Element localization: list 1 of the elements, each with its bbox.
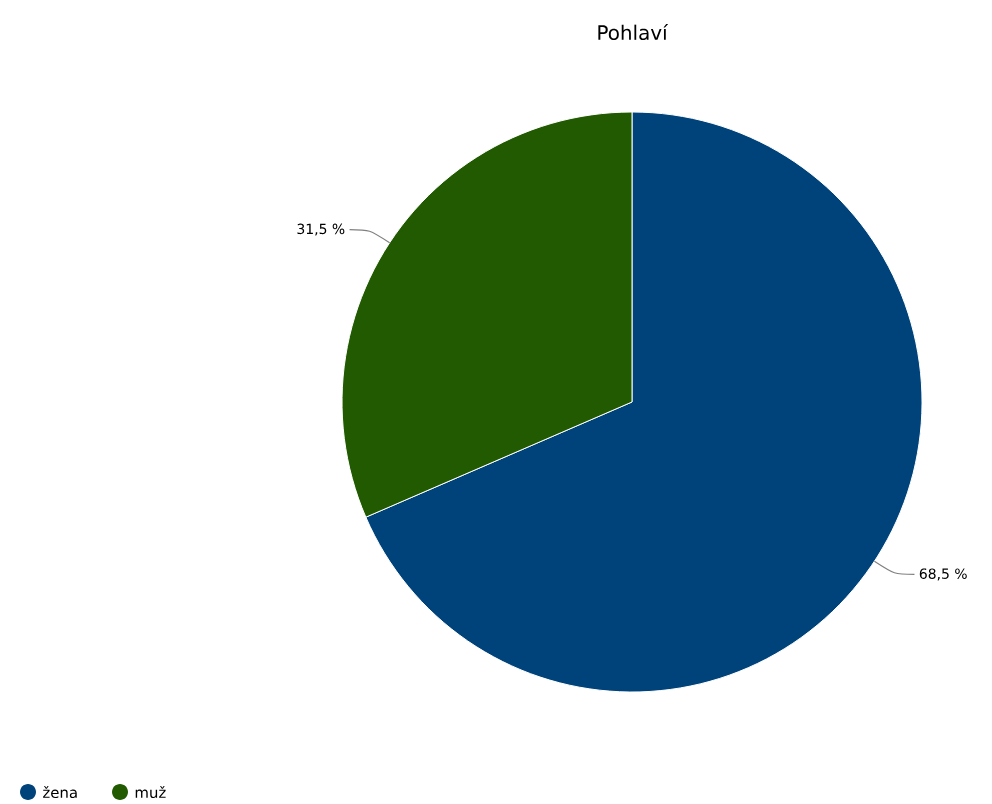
chart-title: Pohlaví	[598, 23, 669, 41]
